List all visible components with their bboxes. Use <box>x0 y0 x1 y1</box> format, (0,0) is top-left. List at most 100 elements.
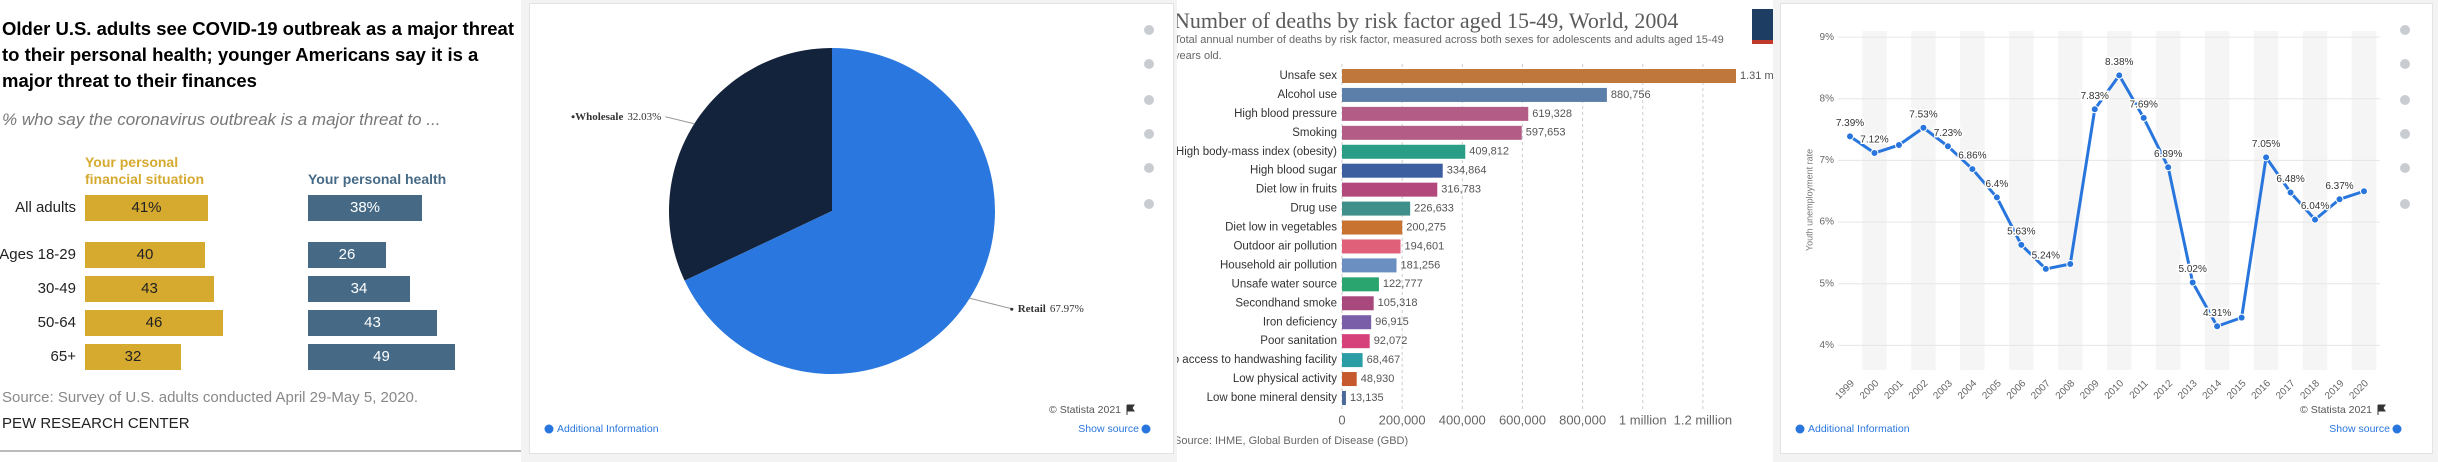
value-label: 597,653 <box>1526 127 1566 139</box>
marker <box>2213 322 2222 331</box>
bar <box>1342 239 1401 254</box>
icon[interactable] <box>1144 59 1154 69</box>
chart-subtitle: % who say the coronavirus outbreak is a … <box>2 110 441 129</box>
y-tick-label: 5% <box>1820 278 1835 289</box>
category-label: 50-64 <box>38 314 76 331</box>
value-label: 46 <box>146 314 163 331</box>
marker <box>2262 153 2271 162</box>
category-label: No access to handwashing facility <box>1177 354 1337 366</box>
pew-chart: All adults Ages 18-29 30-49 50-64 65+ 41% 40 43… <box>0 195 521 452</box>
bar <box>1342 258 1397 273</box>
pie-slice <box>684 48 995 374</box>
icon[interactable] <box>2400 163 2410 173</box>
slice-value: 32.03% <box>627 110 661 122</box>
bar <box>308 276 410 302</box>
slice-label: Retail 67.97% <box>1018 303 1084 315</box>
band <box>1960 31 1985 370</box>
owid-panel: 0 200,000 400,000 600,000 800,000 1 million 1.… <box>1177 0 1773 462</box>
value-label: 7.23% <box>1934 128 1962 139</box>
marker <box>2188 278 2197 287</box>
value-label: 92,072 <box>1374 335 1408 347</box>
info-link[interactable]: Additional Information <box>1808 423 1910 435</box>
bar <box>308 310 437 336</box>
bar <box>85 276 214 302</box>
value-label: 226,633 <box>1414 202 1454 214</box>
bar <box>1342 277 1379 292</box>
value-label: 880,756 <box>1611 89 1651 101</box>
value-label: 8.38% <box>2105 57 2133 68</box>
bar <box>85 344 181 370</box>
credit: © Statista 2021 <box>2300 404 2372 416</box>
value-label: 619,328 <box>1532 108 1572 120</box>
value-label: 316,783 <box>1441 184 1481 196</box>
value-label: 334,864 <box>1447 165 1487 177</box>
value-label: 200,275 <box>1406 221 1446 233</box>
icon[interactable] <box>2400 129 2410 139</box>
icon[interactable] <box>2400 59 2410 69</box>
marker <box>1968 165 1977 174</box>
flag-icon <box>1126 404 1135 415</box>
y-tick-label: 7% <box>1820 155 1835 166</box>
source: Source: Survey of U.S. adults conducted … <box>2 389 418 406</box>
bar <box>85 195 208 221</box>
marker <box>1846 132 1854 141</box>
icon[interactable] <box>2400 25 2410 35</box>
category-label: Alcohol use <box>1278 89 1337 101</box>
source-link[interactable]: Show source <box>1078 423 1139 435</box>
icon[interactable] <box>1144 95 1154 105</box>
band <box>2107 31 2132 370</box>
x-tick-label: 400,000 <box>1439 412 1486 427</box>
icon[interactable] <box>2400 95 2410 105</box>
info-link[interactable]: Additional Information <box>557 423 659 435</box>
category-label: All adults <box>15 199 76 216</box>
x-tick-label: 600,000 <box>1499 412 1546 427</box>
category-label: High body-mass index (obesity) <box>1177 146 1337 158</box>
marker <box>2115 71 2124 80</box>
marker <box>2311 215 2320 224</box>
info-icon <box>2392 424 2402 434</box>
category-label: Iron deficiency <box>1263 316 1337 328</box>
value-label: 38% <box>350 199 380 216</box>
value-label: 105,318 <box>1378 297 1418 309</box>
value-label: 32 <box>125 348 142 365</box>
icon[interactable] <box>1144 199 1154 209</box>
bar <box>308 195 422 221</box>
value-label: 48,930 <box>1361 373 1395 385</box>
icon[interactable] <box>1144 25 1154 35</box>
pew-panel: All adults Ages 18-29 30-49 50-64 65+ 41% 40 43… <box>0 0 521 462</box>
source-link[interactable]: Show source <box>2329 423 2390 435</box>
marker <box>2335 195 2344 204</box>
value-label: 6.37% <box>2325 181 2353 192</box>
band <box>1911 31 1936 370</box>
pie-chart: Wholesale 32.03% Retail 67.97% © Statista 20… <box>529 3 1174 454</box>
value-label: 43 <box>364 314 381 331</box>
marker <box>1992 193 2001 202</box>
marker <box>1870 149 1879 158</box>
pie-panel: Wholesale 32.03% Retail 67.97% © Statista 20… <box>529 0 1174 462</box>
credit: PEW RESEARCH CENTER <box>2 415 190 432</box>
info-icon <box>1141 424 1151 434</box>
bar <box>1342 220 1403 235</box>
icon[interactable] <box>2400 199 2410 209</box>
icon[interactable] <box>1144 163 1154 173</box>
category-label: Diet low in fruits <box>1256 184 1337 196</box>
icon[interactable] <box>1144 129 1154 139</box>
value-label: 409,812 <box>1469 146 1509 158</box>
series-header: Your personal financial situation <box>85 154 205 187</box>
value-label: 1.31 million <box>1740 70 1773 82</box>
category-label: Diet low in vegetables <box>1225 222 1337 234</box>
band <box>2009 31 2034 370</box>
category-label: High blood pressure <box>1234 108 1337 120</box>
flag-icon <box>2377 404 2386 415</box>
leader-line <box>969 297 1014 310</box>
value-label: 49 <box>373 348 390 365</box>
x-tick-label: 800,000 <box>1559 412 1606 427</box>
bar <box>1342 125 1522 140</box>
value-label: 4.31% <box>2203 308 2231 319</box>
bar <box>1342 296 1374 311</box>
y-tick-label: 6% <box>1820 217 1835 228</box>
credit: © Statista 2021 <box>1049 404 1121 416</box>
x-tick-label: 1.2 million <box>1674 412 1733 427</box>
bar <box>85 310 223 336</box>
